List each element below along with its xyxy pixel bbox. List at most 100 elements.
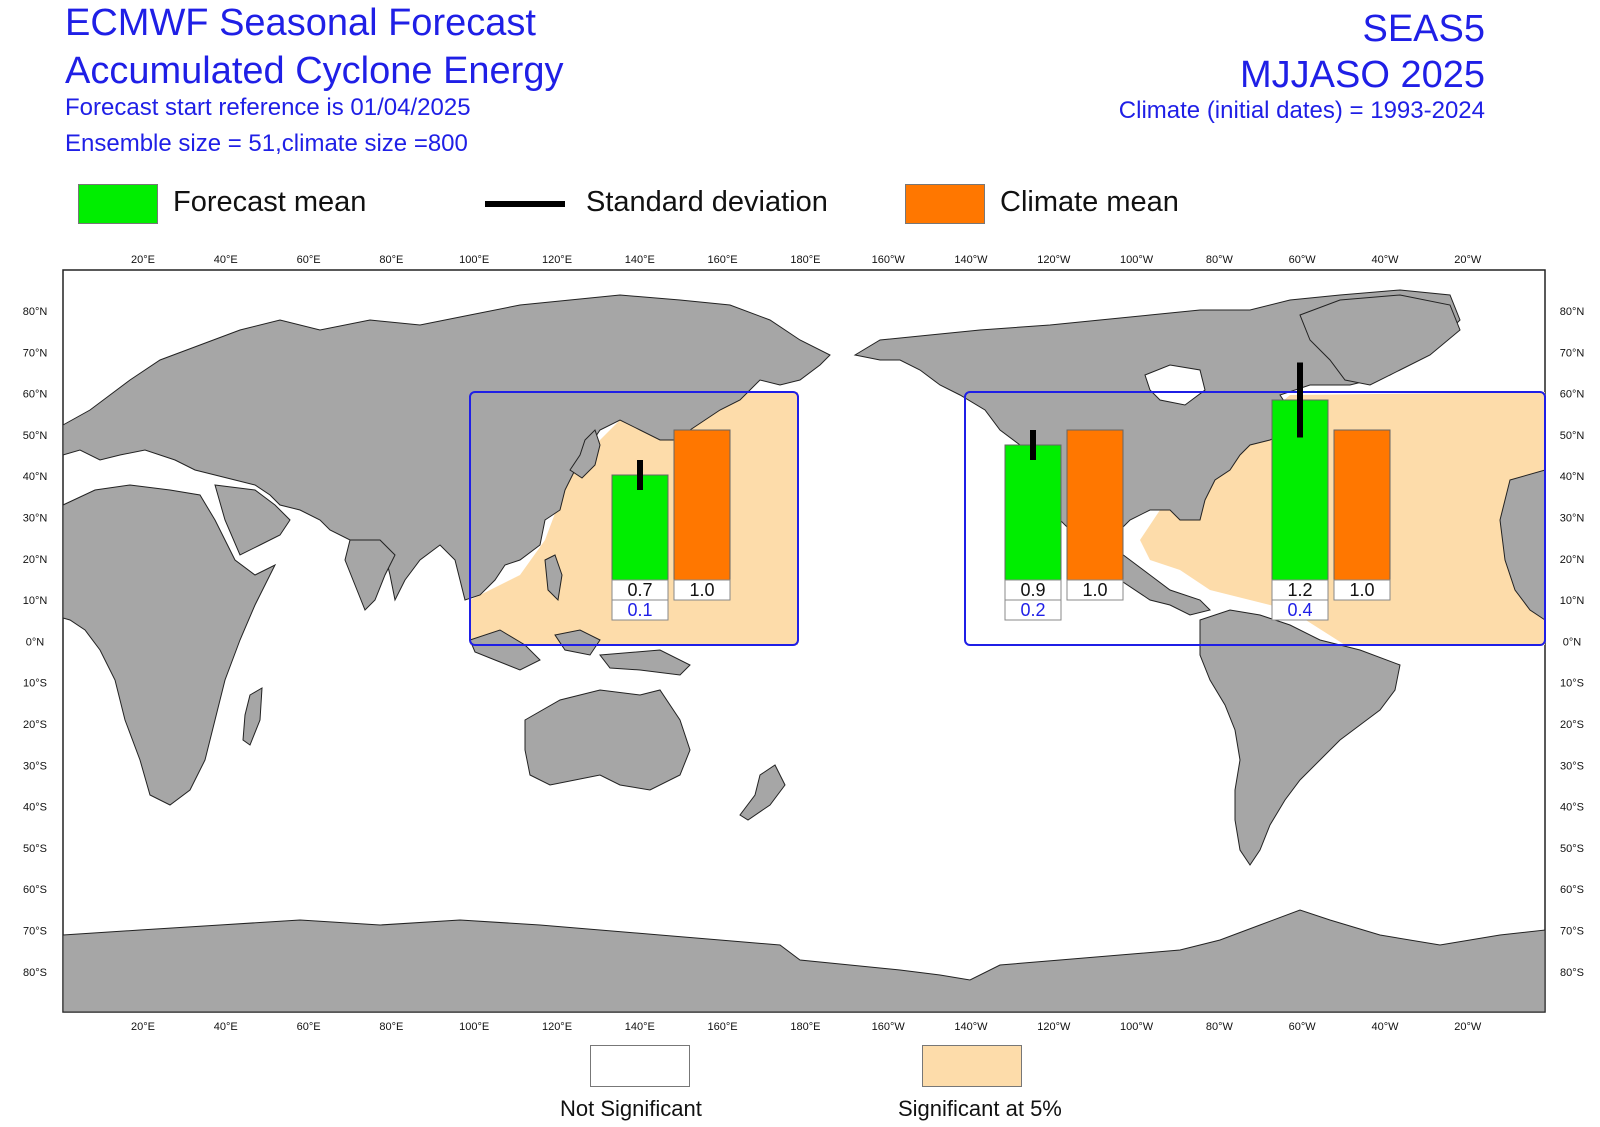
forecast-bar: [611, 474, 669, 581]
lon-label: 120°E: [542, 254, 572, 266]
system-name: SEAS5: [1362, 8, 1485, 50]
latitude-labels-left: 80°N 70°N 60°N 50°N 40°N 30°N 20°N 10°N 0°N 10°S 2…: [23, 306, 48, 979]
lon-label: 20°E: [131, 254, 155, 266]
lon-label: 140°E: [625, 254, 655, 266]
lat-label: 10°S: [1560, 678, 1584, 690]
lat-label: 20°N: [23, 554, 48, 566]
lat-label: 60°S: [1560, 884, 1584, 896]
climate-bar: [1333, 429, 1391, 581]
lon-label: 80°W: [1206, 1021, 1234, 1030]
climate-value-box: [673, 579, 731, 601]
climate-value-box: [1066, 579, 1124, 601]
lat-label: 80°S: [1560, 967, 1584, 979]
lon-label: 100°W: [1120, 254, 1154, 266]
lon-label: 80°E: [379, 1021, 403, 1030]
climate-value-label: 1.0: [689, 580, 714, 600]
not-significant-swatch: [590, 1045, 690, 1087]
lon-label: 140°W: [954, 1021, 988, 1030]
climate-period: Climate (initial dates) = 1993-2024: [1118, 97, 1485, 124]
lat-label: 40°S: [23, 802, 47, 814]
philippines: [544, 554, 563, 602]
forecast-value-label: 0.9: [1020, 580, 1045, 600]
lat-label: 70°N: [1560, 347, 1585, 359]
ensemble-size: Ensemble size = 51,climate size =800: [65, 130, 468, 157]
lon-label: 80°E: [379, 254, 403, 266]
africa: [62, 484, 277, 806]
lon-label: 160°W: [872, 254, 906, 266]
lon-label: 20°E: [131, 1021, 155, 1030]
lat-label: 70°N: [23, 347, 48, 359]
lon-label: 140°E: [625, 1021, 655, 1030]
title-line-1: ECMWF Seasonal Forecast: [65, 2, 536, 44]
forecast-value-label: 1.2: [1287, 580, 1312, 600]
forecast-value-label: 0.7: [627, 580, 652, 600]
lat-label: 0°N: [26, 636, 45, 648]
lon-label: 160°E: [708, 254, 738, 266]
lat-label: 70°S: [1560, 926, 1584, 938]
arabia: [214, 484, 291, 556]
lon-label: 180°E: [790, 254, 820, 266]
lat-label: 10°N: [1560, 595, 1585, 607]
lat-label: 10°S: [23, 678, 47, 690]
lon-label: 100°E: [459, 1021, 489, 1030]
new-zealand: [739, 764, 786, 821]
forecast-period: MJJASO 2025: [1240, 54, 1485, 96]
lon-label: 20°W: [1454, 1021, 1482, 1030]
lon-label: 40°E: [214, 254, 238, 266]
lon-label: 60°E: [297, 1021, 321, 1030]
lon-label: 80°W: [1206, 254, 1234, 266]
standard-deviation-swatch: [485, 201, 565, 207]
lon-label: 100°E: [459, 254, 489, 266]
lat-label: 70°S: [23, 926, 47, 938]
lon-label: 40°E: [214, 1021, 238, 1030]
land: [62, 289, 1546, 1013]
south-america: [1199, 609, 1401, 866]
lat-label: 30°N: [1560, 513, 1585, 525]
spread-value-box: [1271, 599, 1329, 621]
climate-bar: [1066, 429, 1124, 581]
lon-label: 140°W: [954, 254, 988, 266]
na-region-border: [964, 391, 1546, 646]
lat-label: 60°N: [1560, 389, 1585, 401]
lat-label: 0°N: [1563, 636, 1582, 648]
significant-swatch: [922, 1045, 1022, 1087]
climate-value-box: [1333, 579, 1391, 601]
lat-label: 50°S: [1560, 843, 1584, 855]
not-significant-label: Not Significant: [560, 1096, 702, 1121]
climate-mean-swatch: [905, 184, 985, 224]
lon-label: 120°W: [1037, 254, 1071, 266]
lat-label: 60°S: [23, 884, 47, 896]
lat-label: 30°N: [23, 513, 48, 525]
standard-deviation-label: Standard deviation: [586, 186, 828, 218]
lat-label: 60°N: [23, 389, 48, 401]
lon-label: 160°W: [872, 1021, 906, 1030]
lat-label: 40°S: [1560, 802, 1584, 814]
lon-label: 120°E: [542, 1021, 572, 1030]
lon-label: 120°W: [1037, 1021, 1071, 1030]
region-borders: [469, 391, 1546, 646]
lon-label: 20°W: [1454, 254, 1482, 266]
lat-label: 30°S: [23, 760, 47, 772]
lat-label: 80°N: [1560, 306, 1585, 318]
forecast-mean-swatch: [78, 184, 158, 224]
spread-value-box: [611, 599, 669, 621]
lat-label: 20°S: [1560, 719, 1584, 731]
lat-label: 50°N: [1560, 430, 1585, 442]
japan: [569, 429, 601, 479]
spread-value-label: 0.4: [1287, 600, 1312, 620]
lon-label: 60°E: [297, 254, 321, 266]
longitude-labels-top: 20°E 40°E 60°E 80°E 100°E 120°E 140°E 160°E 180°…: [131, 254, 1482, 266]
lon-label: 60°W: [1289, 1021, 1317, 1030]
lon-label: 100°W: [1120, 1021, 1154, 1030]
new-guinea: [599, 649, 691, 676]
lat-label: 50°N: [23, 430, 48, 442]
lat-label: 40°N: [1560, 471, 1585, 483]
climate-value-label: 1.0: [1349, 580, 1374, 600]
significant-label: Significant at 5%: [898, 1096, 1062, 1121]
forecast-mean-label: Forecast mean: [173, 186, 367, 218]
spread-value-label: 0.2: [1020, 600, 1045, 620]
greenland: [1299, 294, 1461, 386]
climate-mean-label: Climate mean: [1000, 186, 1179, 218]
spread-value-box: [1004, 599, 1062, 621]
lat-label: 80°N: [23, 306, 48, 318]
